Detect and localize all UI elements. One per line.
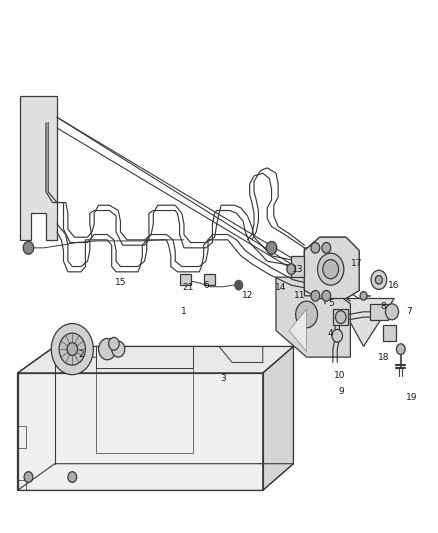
Polygon shape <box>289 309 307 352</box>
Polygon shape <box>370 304 388 320</box>
Text: 18: 18 <box>378 353 389 361</box>
Circle shape <box>336 311 346 324</box>
Circle shape <box>396 344 405 354</box>
Text: 5: 5 <box>328 300 334 308</box>
Polygon shape <box>333 309 348 325</box>
Text: 16: 16 <box>389 281 400 289</box>
Circle shape <box>287 264 296 274</box>
Circle shape <box>311 243 320 253</box>
Circle shape <box>323 260 339 279</box>
Circle shape <box>23 241 34 254</box>
Polygon shape <box>204 274 215 285</box>
Polygon shape <box>304 248 339 296</box>
Circle shape <box>67 343 78 356</box>
Text: 11: 11 <box>294 292 306 300</box>
Text: 10: 10 <box>334 372 345 380</box>
Polygon shape <box>276 277 350 357</box>
Polygon shape <box>304 237 359 298</box>
Circle shape <box>332 329 343 342</box>
Circle shape <box>385 304 399 320</box>
Polygon shape <box>18 373 263 490</box>
Text: 6: 6 <box>203 281 209 289</box>
Circle shape <box>266 241 277 254</box>
Text: 14: 14 <box>275 284 286 292</box>
Circle shape <box>322 243 331 253</box>
Circle shape <box>235 280 243 290</box>
Polygon shape <box>337 298 394 346</box>
Text: 3: 3 <box>220 374 226 383</box>
Circle shape <box>112 341 125 357</box>
Text: 21: 21 <box>183 284 194 292</box>
Text: 4: 4 <box>328 329 333 337</box>
Text: 7: 7 <box>406 308 413 316</box>
Circle shape <box>59 333 85 365</box>
Polygon shape <box>20 96 57 240</box>
Text: 1: 1 <box>181 308 187 316</box>
Circle shape <box>371 270 387 289</box>
Polygon shape <box>18 346 293 373</box>
Text: 15: 15 <box>115 278 126 287</box>
Circle shape <box>322 290 331 301</box>
Circle shape <box>360 292 367 300</box>
Polygon shape <box>263 346 293 490</box>
Polygon shape <box>383 325 396 341</box>
Circle shape <box>375 276 382 284</box>
Circle shape <box>109 337 119 350</box>
Text: 8: 8 <box>380 302 386 311</box>
Polygon shape <box>180 274 191 285</box>
Text: 13: 13 <box>292 265 304 273</box>
Circle shape <box>318 253 344 285</box>
Text: 17: 17 <box>351 260 363 268</box>
Text: 2: 2 <box>78 350 84 359</box>
Circle shape <box>51 324 93 375</box>
Polygon shape <box>18 346 55 490</box>
Circle shape <box>311 290 320 301</box>
Text: 12: 12 <box>242 292 253 300</box>
Text: 9: 9 <box>339 387 345 396</box>
Circle shape <box>99 338 116 360</box>
Text: 19: 19 <box>406 393 417 401</box>
Polygon shape <box>291 256 304 277</box>
Circle shape <box>296 301 318 328</box>
Circle shape <box>24 472 33 482</box>
Circle shape <box>68 472 77 482</box>
